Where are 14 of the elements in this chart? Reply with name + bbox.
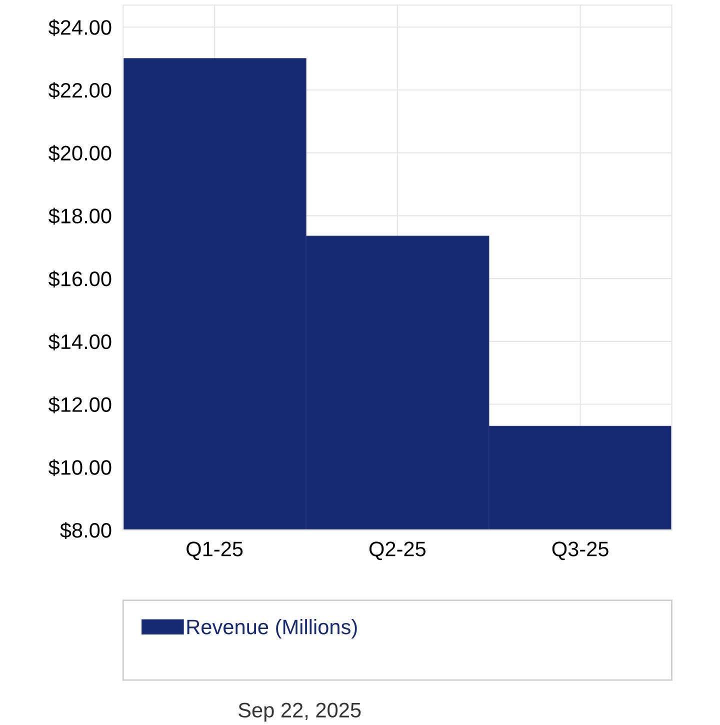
text: Sep 22, 2025 xyxy=(238,702,361,722)
y-tick-label: $8.00 xyxy=(60,522,112,539)
y-tick-label: $14.00 xyxy=(48,334,112,350)
y-tick-label: $12.00 xyxy=(48,396,112,414)
x-tick-label: Q1-25 xyxy=(186,542,243,560)
x-tick-label: Q3-25 xyxy=(552,542,608,560)
y-tick-label: $20.00 xyxy=(48,144,112,162)
y-tick-label: $22.00 xyxy=(48,82,112,99)
legend-label: Revenue (Millions) xyxy=(187,619,357,638)
y-tick-label: $10.00 xyxy=(48,459,112,476)
y-tick-label: $18.00 xyxy=(48,208,112,225)
y-tick-label: $16.00 xyxy=(48,270,112,288)
y-tick-label: $24.00 xyxy=(48,19,112,36)
x-tick-label: Q2-25 xyxy=(369,542,426,560)
